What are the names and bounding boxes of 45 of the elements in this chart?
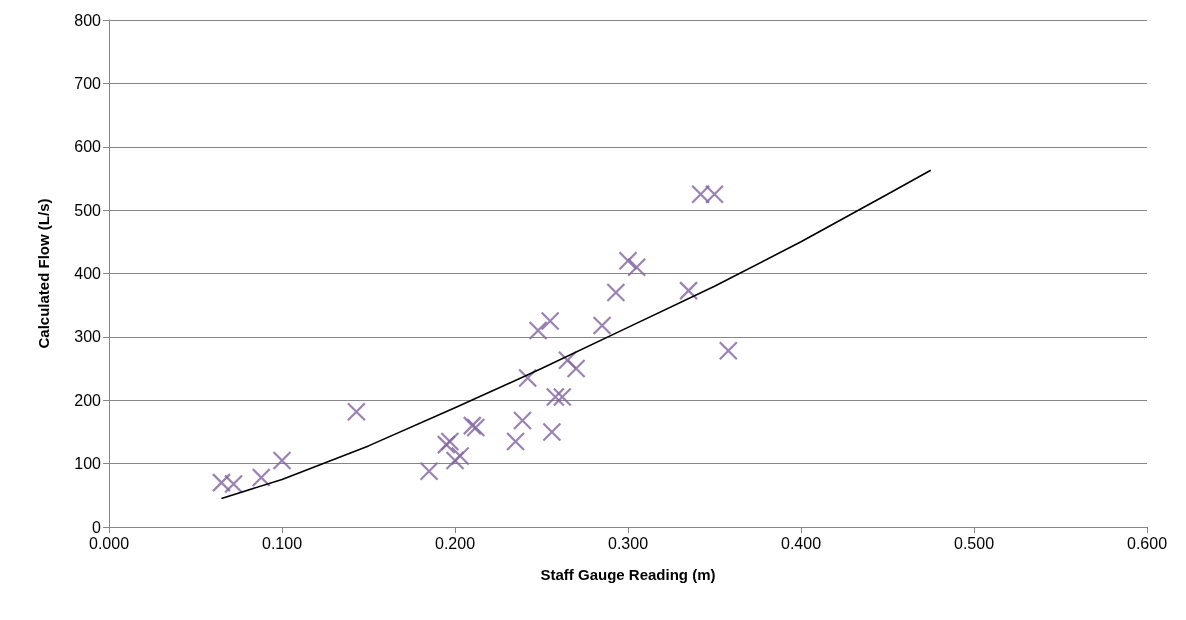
x-tick-label: 0.300 <box>607 534 649 552</box>
point <box>592 315 612 336</box>
point <box>606 282 626 303</box>
point <box>704 184 725 204</box>
point <box>518 368 538 388</box>
point <box>512 410 533 431</box>
point <box>540 311 560 331</box>
x-tick-label: 0.600 <box>1126 534 1168 552</box>
point <box>718 341 738 361</box>
point <box>445 450 465 471</box>
point <box>678 281 699 301</box>
x-tick-label: 0.400 <box>780 534 822 552</box>
y-tick-label: 100 <box>74 455 102 473</box>
point <box>450 446 470 466</box>
point <box>528 320 548 341</box>
point <box>545 387 565 407</box>
point <box>223 474 244 494</box>
y-tick-label: 600 <box>74 138 102 156</box>
point <box>272 450 292 471</box>
point <box>566 358 586 379</box>
point <box>419 461 439 481</box>
point <box>557 350 578 370</box>
x-tick-label: 0.000 <box>88 534 130 552</box>
line-series <box>220 169 932 500</box>
point <box>627 257 647 277</box>
y-tick-label: 300 <box>74 328 102 346</box>
point <box>691 184 711 204</box>
point <box>542 422 562 442</box>
point <box>505 431 526 452</box>
y-tick-label: 700 <box>74 74 102 92</box>
point <box>346 402 366 422</box>
y-axis-title: Calculated Flow (L/s) <box>35 198 52 349</box>
y-tick-label: 0 <box>92 518 102 536</box>
y-tick-label: 800 <box>74 11 102 29</box>
y-tick-label: 400 <box>74 265 102 282</box>
x-tick-label: 0.100 <box>261 534 303 552</box>
y-tick-label: 500 <box>74 201 102 219</box>
y-tick-label: 200 <box>74 391 102 409</box>
x-tick-label: 0.500 <box>953 534 995 552</box>
x-axis-title: Staff Gauge Reading (m) <box>540 566 716 583</box>
x-tick-label: 0.200 <box>434 534 476 552</box>
point <box>251 467 271 488</box>
point <box>618 251 638 271</box>
point <box>211 473 232 493</box>
point <box>552 387 572 407</box>
